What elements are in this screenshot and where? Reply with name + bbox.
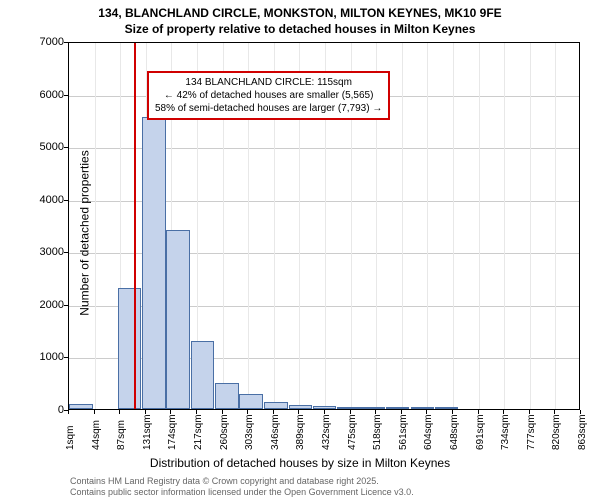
histogram-bar xyxy=(142,117,166,409)
xtick-mark xyxy=(375,410,376,414)
xtick-label: 217sqm xyxy=(193,414,204,450)
histogram-bar xyxy=(166,230,190,409)
y-axis-label: Number of detached properties xyxy=(78,150,92,315)
xtick-label: 1sqm xyxy=(65,426,76,450)
histogram-bar xyxy=(239,394,263,409)
histogram-bar xyxy=(411,407,435,409)
gridline-v xyxy=(555,43,556,409)
xtick-label: 863sqm xyxy=(577,414,588,450)
histogram-bar xyxy=(264,402,288,409)
histogram-bar xyxy=(337,407,361,409)
xtick-label: 87sqm xyxy=(116,420,127,450)
xtick-label: 174sqm xyxy=(167,414,178,450)
histogram-bar xyxy=(386,407,410,409)
gridline-v xyxy=(402,43,403,409)
histogram-bar xyxy=(361,407,385,409)
annotation-line1: 134 BLANCHLAND CIRCLE: 115sqm xyxy=(155,76,382,89)
annotation-line3: 58% of semi-detached houses are larger (… xyxy=(155,102,382,115)
histogram-bar xyxy=(435,407,459,409)
xtick-mark xyxy=(196,410,197,414)
histogram-bar xyxy=(69,404,93,409)
xtick-label: 777sqm xyxy=(526,414,537,450)
xtick-mark xyxy=(401,410,402,414)
ytick-label: 3000 xyxy=(24,246,64,258)
annotation-box: 134 BLANCHLAND CIRCLE: 115sqm← 42% of de… xyxy=(147,71,390,120)
xtick-label: 691sqm xyxy=(475,414,486,450)
xtick-label: 561sqm xyxy=(398,414,409,450)
xtick-label: 518sqm xyxy=(372,414,383,450)
gridline-v xyxy=(504,43,505,409)
ytick-mark xyxy=(64,147,68,148)
footer-copyright-2: Contains public sector information licen… xyxy=(70,487,414,497)
xtick-label: 131sqm xyxy=(142,414,153,450)
xtick-mark xyxy=(68,410,69,414)
histogram-bar xyxy=(289,405,313,409)
ytick-label: 1000 xyxy=(24,351,64,363)
footer-copyright-1: Contains HM Land Registry data © Crown c… xyxy=(70,476,379,486)
xtick-mark xyxy=(222,410,223,414)
ytick-mark xyxy=(64,252,68,253)
chart-plot-area: 134 BLANCHLAND CIRCLE: 115sqm← 42% of de… xyxy=(68,42,580,410)
xtick-mark xyxy=(503,410,504,414)
gridline-v xyxy=(453,43,454,409)
xtick-label: 346sqm xyxy=(270,414,281,450)
ytick-label: 6000 xyxy=(24,89,64,101)
title-line1: 134, BLANCHLAND CIRCLE, MONKSTON, MILTON… xyxy=(0,6,600,20)
histogram-bar xyxy=(313,406,337,409)
xtick-label: 389sqm xyxy=(295,414,306,450)
xtick-label: 303sqm xyxy=(244,414,255,450)
xtick-mark xyxy=(554,410,555,414)
gridline-v xyxy=(530,43,531,409)
xtick-mark xyxy=(94,410,95,414)
ytick-label: 2000 xyxy=(24,299,64,311)
xtick-mark xyxy=(119,410,120,414)
histogram-bar xyxy=(191,341,215,409)
xtick-mark xyxy=(273,410,274,414)
ytick-label: 7000 xyxy=(24,36,64,48)
xtick-label: 44sqm xyxy=(91,420,102,450)
annotation-line2: ← 42% of detached houses are smaller (5,… xyxy=(155,89,382,102)
xtick-mark xyxy=(145,410,146,414)
xtick-label: 734sqm xyxy=(500,414,511,450)
gridline-v xyxy=(479,43,480,409)
ytick-mark xyxy=(64,357,68,358)
xtick-mark xyxy=(452,410,453,414)
ytick-label: 4000 xyxy=(24,194,64,206)
ytick-label: 0 xyxy=(24,404,64,416)
xtick-mark xyxy=(478,410,479,414)
gridline-v xyxy=(95,43,96,409)
property-marker-line xyxy=(134,43,136,409)
xtick-mark xyxy=(324,410,325,414)
xtick-mark xyxy=(580,410,581,414)
xtick-label: 260sqm xyxy=(219,414,230,450)
xtick-mark xyxy=(426,410,427,414)
gridline-v xyxy=(427,43,428,409)
ytick-label: 5000 xyxy=(24,141,64,153)
xtick-label: 475sqm xyxy=(347,414,358,450)
histogram-bar xyxy=(118,288,142,409)
xtick-mark xyxy=(298,410,299,414)
x-axis-label: Distribution of detached houses by size … xyxy=(0,456,600,470)
xtick-mark xyxy=(170,410,171,414)
title-line2: Size of property relative to detached ho… xyxy=(0,22,600,36)
xtick-label: 604sqm xyxy=(423,414,434,450)
xtick-mark xyxy=(350,410,351,414)
ytick-mark xyxy=(64,42,68,43)
ytick-mark xyxy=(64,95,68,96)
ytick-mark xyxy=(64,305,68,306)
xtick-mark xyxy=(247,410,248,414)
xtick-label: 648sqm xyxy=(449,414,460,450)
xtick-label: 820sqm xyxy=(551,414,562,450)
xtick-mark xyxy=(529,410,530,414)
histogram-bar xyxy=(215,383,239,409)
xtick-label: 432sqm xyxy=(321,414,332,450)
ytick-mark xyxy=(64,200,68,201)
